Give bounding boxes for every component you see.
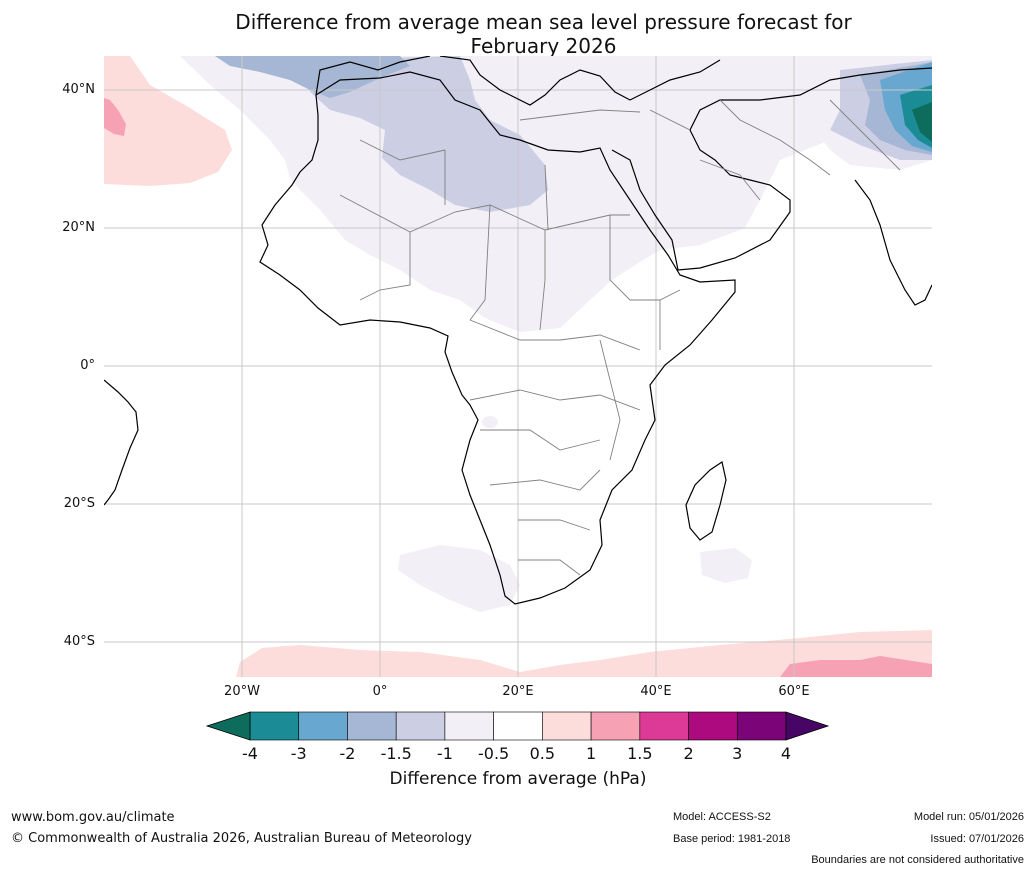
colorbar-tick-label: 1.5 <box>627 744 653 763</box>
colorbar-cells <box>249 711 787 741</box>
footer-base-period: Base period: 1981-2018 <box>673 833 791 845</box>
lon-label-0: 0° <box>372 684 388 699</box>
europe-coastline <box>315 56 721 106</box>
colorbar-cell-8 <box>639 711 689 741</box>
anomaly-negative-moderate-mediterranean <box>300 56 548 212</box>
footer-url[interactable]: www.bom.gov.au/climate <box>11 810 175 825</box>
africa-coastline <box>259 71 736 605</box>
madagascar <box>685 461 727 541</box>
anomaly-positive-north-atlantic <box>104 56 232 186</box>
anomaly-shading <box>104 56 932 677</box>
south-america-coastline <box>104 379 139 506</box>
anomaly-negative-iberia <box>215 56 410 98</box>
colorbar-cell-4 <box>444 711 494 741</box>
colorbar-cell-0 <box>249 711 300 741</box>
anomaly-positive-strong-north-atlantic <box>104 98 126 136</box>
colorbar-tick-label: -2 <box>339 744 356 763</box>
lon-label-40e: 40°E <box>640 684 672 699</box>
footer-copyright: © Commonwealth of Australia 2026, Austra… <box>11 831 472 846</box>
anomaly-negative-central-asia-5 <box>912 102 932 142</box>
colorbar-tick-label: 0.5 <box>529 744 556 763</box>
colorbar-tick-label: 3 <box>732 744 743 763</box>
colorbar-cell-3 <box>395 711 446 741</box>
lat-label-0: 0° <box>80 358 95 373</box>
colorbar-under-arrow <box>205 711 251 741</box>
graticule <box>104 56 932 677</box>
colorbar-tick-label: -1.5 <box>380 744 412 763</box>
arabian-peninsula-coastline <box>611 67 932 271</box>
india-coastline <box>854 179 932 306</box>
footer-model-run: Model run: 05/01/2026 <box>913 811 1024 823</box>
colorbar-over-arrow <box>785 711 830 741</box>
colorbar-cell-1 <box>298 711 348 741</box>
colorbar-cell-6 <box>542 711 592 741</box>
lat-label-20s: 20°S <box>63 496 95 511</box>
footer-model: Model: ACCESS-S2 <box>673 811 771 823</box>
colorbar-tick-label: 2 <box>683 744 694 763</box>
anomaly-negative-madagascar-east <box>700 548 752 583</box>
colorbar-label: Difference from average (hPa) <box>389 769 647 789</box>
footer-issued: Issued: 07/01/2026 <box>930 833 1024 845</box>
lon-label-20e: 20°E <box>502 684 534 699</box>
colorbar-tick-label: 1 <box>585 744 597 763</box>
colorbar-cell-5 <box>493 711 543 741</box>
colorbar-tick-label: -0.5 <box>478 744 510 763</box>
anomaly-negative-south-atlantic-blob <box>482 416 498 428</box>
anomaly-positive-strong-southern-ocean <box>780 656 932 677</box>
lat-label-40s: 40°S <box>63 634 95 649</box>
lon-label-20w: 20°W <box>224 684 260 699</box>
lon-label-60e: 60°E <box>778 684 810 699</box>
title-line-2: February 2026 <box>470 34 617 58</box>
lat-label-40n: 40°N <box>62 82 95 97</box>
colorbar-cell-2 <box>347 711 397 741</box>
colorbar-tick-label: 4 <box>780 744 792 763</box>
country-borders <box>339 99 901 576</box>
colorbar-cell-9 <box>688 711 738 741</box>
colorbar-tick-label: -4 <box>242 744 258 763</box>
lat-label-20n: 20°N <box>62 220 95 235</box>
colorbar-tick-label: -1 <box>436 744 453 763</box>
map-title: Difference from average mean sea level p… <box>150 10 937 58</box>
footer-disclaimer: Boundaries are not considered authoritat… <box>811 854 1024 866</box>
colorbar-cell-10 <box>736 711 787 741</box>
anomaly-negative-southern-africa <box>398 545 520 612</box>
title-line-1: Difference from average mean sea level p… <box>235 10 852 34</box>
colorbar-tick-label: -3 <box>290 744 307 763</box>
colorbar-cell-7 <box>590 711 641 741</box>
